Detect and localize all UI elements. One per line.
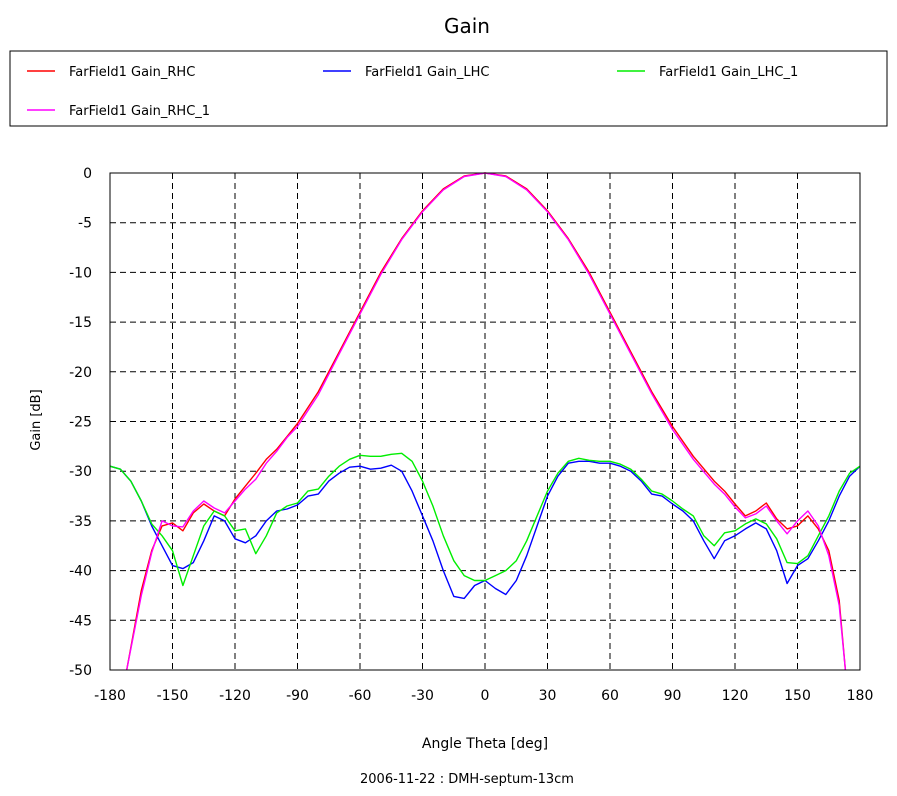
y-tick-label: -30 xyxy=(69,464,92,480)
x-tick-label: 150 xyxy=(784,688,811,704)
x-tick-label: 60 xyxy=(601,688,619,704)
y-axis-ticks: 0 -5 -10 -15 -20 -25 -30 -35 -40 -45 -50 xyxy=(69,166,92,679)
series-lines xyxy=(109,172,861,671)
x-tick-label: 120 xyxy=(722,688,749,704)
series-line-3 xyxy=(109,452,861,587)
x-axis-label: Angle Theta [deg] xyxy=(422,736,548,752)
x-tick-label: 0 xyxy=(481,688,490,704)
legend-item: FarField1 Gain_RHC xyxy=(27,65,195,80)
legend-box xyxy=(9,50,888,127)
legend-label: FarField1 Gain_LHC xyxy=(365,65,490,80)
series-line-4 xyxy=(126,172,847,671)
y-tick-label: -5 xyxy=(78,216,92,232)
y-tick-label: -35 xyxy=(69,514,92,530)
x-tick-label: -90 xyxy=(286,688,309,704)
x-tick-label: 30 xyxy=(539,688,557,704)
x-tick-label: -180 xyxy=(94,688,126,704)
y-tick-label: -10 xyxy=(69,265,92,281)
x-tick-label: 180 xyxy=(847,688,874,704)
y-axis-label: Gain [dB] xyxy=(29,389,44,450)
x-tick-label: -60 xyxy=(349,688,372,704)
legend-label: FarField1 Gain_LHC_1 xyxy=(659,65,798,80)
y-tick-label: -45 xyxy=(69,613,92,629)
legend-label: FarField1 Gain_RHC_1 xyxy=(69,104,210,119)
y-tick-label: 0 xyxy=(83,166,92,182)
x-tick-label: 90 xyxy=(664,688,682,704)
x-axis-ticks: -180 -150 -120 -90 -60 -30 0 30 60 90 120 150 180 xyxy=(94,688,873,704)
x-tick-label: -120 xyxy=(219,688,251,704)
y-tick-label: -40 xyxy=(69,564,92,580)
legend-item: FarField1 Gain_LHC xyxy=(323,65,490,80)
y-tick-label: -20 xyxy=(69,365,92,381)
x-tick-label: -150 xyxy=(157,688,189,704)
chart-title: Gain xyxy=(444,14,490,38)
y-tick-label: -50 xyxy=(69,663,92,679)
legend-item: FarField1 Gain_RHC_1 xyxy=(27,104,210,119)
x-tick-label: -30 xyxy=(411,688,434,704)
grid xyxy=(110,173,860,670)
legend-item: FarField1 Gain_LHC_1 xyxy=(617,65,798,80)
legend-label: FarField1 Gain_RHC xyxy=(69,65,195,80)
y-tick-label: -25 xyxy=(69,415,92,431)
y-tick-label: -15 xyxy=(69,315,92,331)
plot-frame xyxy=(109,172,861,671)
legend: FarField1 Gain_RHC FarField1 Gain_LHC FarF… xyxy=(9,50,888,127)
footer-caption: 2006-11-22 : DMH-septum-13cm xyxy=(360,772,574,787)
